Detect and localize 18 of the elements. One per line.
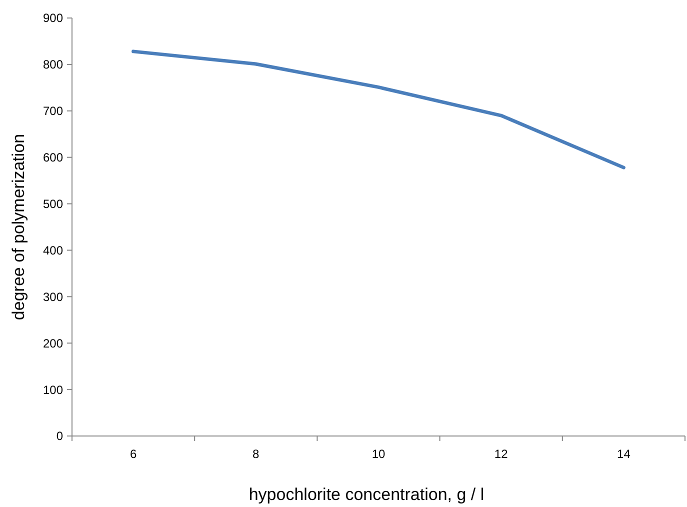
y-tick-label: 300 [42,290,64,304]
y-tick-label: 100 [42,382,64,397]
y-tick-label: 600 [42,150,64,165]
x-tick-label: 14 [617,447,631,461]
x-tick-label: 6 [130,447,137,461]
x-tick-label: 12 [494,447,508,461]
y-tick-label: 0 [56,429,64,444]
y-tick-label: 800 [42,58,64,72]
line-series [132,50,626,170]
y-tick-label: 500 [42,196,64,211]
y-tick-label: 200 [42,336,64,350]
y-axis-title: degree of polymerization [9,134,28,320]
y-tick-label: 700 [42,104,64,118]
y-tick-label: 400 [42,243,64,258]
x-axis-title: hypochlorite concentration, g / l [248,485,484,504]
y-tick-label: 900 [42,11,64,26]
x-tick-label: 8 [252,447,260,461]
x-tick-label: 10 [372,447,386,461]
